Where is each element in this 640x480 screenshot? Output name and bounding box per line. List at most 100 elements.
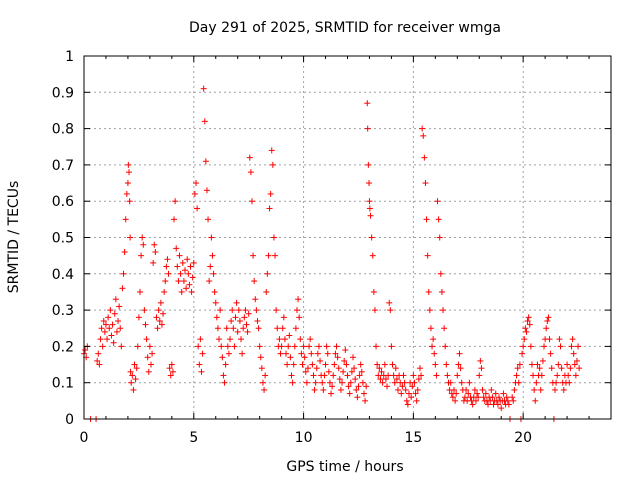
data-point bbox=[231, 343, 238, 350]
data-point bbox=[244, 328, 251, 335]
data-point bbox=[277, 350, 284, 357]
data-point bbox=[158, 321, 165, 328]
data-point bbox=[466, 379, 473, 386]
data-point bbox=[175, 278, 182, 285]
data-point bbox=[442, 343, 449, 350]
data-point bbox=[189, 274, 196, 281]
data-point bbox=[402, 386, 409, 393]
data-point bbox=[241, 314, 248, 321]
data-point bbox=[293, 307, 300, 314]
data-point bbox=[101, 328, 108, 335]
data-point bbox=[340, 368, 347, 375]
data-point bbox=[119, 285, 126, 292]
x-axis-label: GPS time / hours bbox=[286, 459, 403, 475]
data-point bbox=[100, 317, 107, 324]
data-point bbox=[229, 307, 236, 314]
data-point bbox=[197, 336, 204, 343]
data-point bbox=[324, 350, 331, 357]
data-point bbox=[568, 343, 575, 350]
data-point bbox=[150, 259, 157, 266]
data-point bbox=[163, 263, 170, 270]
data-point bbox=[143, 336, 150, 343]
data-point bbox=[554, 372, 561, 379]
data-point bbox=[558, 365, 565, 372]
data-point bbox=[98, 325, 105, 332]
data-point bbox=[566, 379, 573, 386]
data-point bbox=[99, 343, 106, 350]
y-tick-label: 0.6 bbox=[52, 194, 74, 210]
data-point bbox=[149, 350, 156, 357]
data-point bbox=[360, 390, 367, 397]
data-point bbox=[524, 317, 531, 324]
data-point bbox=[377, 376, 384, 383]
data-point bbox=[330, 372, 337, 379]
data-point bbox=[325, 368, 332, 375]
data-point bbox=[168, 361, 175, 368]
data-point bbox=[444, 372, 451, 379]
data-point bbox=[178, 288, 185, 295]
data-point bbox=[291, 343, 298, 350]
data-point bbox=[546, 336, 553, 343]
data-point bbox=[526, 321, 533, 328]
data-point bbox=[166, 365, 173, 372]
data-point bbox=[128, 379, 135, 386]
data-point bbox=[461, 394, 468, 401]
data-point bbox=[500, 390, 507, 397]
data-point bbox=[199, 350, 206, 357]
data-point bbox=[414, 386, 421, 393]
data-point bbox=[469, 401, 476, 408]
tick-labels: 00.10.20.30.40.50.60.70.80.910 5 10 15 20 bbox=[52, 49, 532, 446]
data-point bbox=[224, 343, 231, 350]
data-point bbox=[302, 368, 309, 375]
data-point bbox=[300, 343, 307, 350]
data-point bbox=[141, 307, 148, 314]
data-point bbox=[258, 365, 265, 372]
data-point bbox=[513, 372, 520, 379]
data-point bbox=[434, 198, 441, 205]
data-point bbox=[463, 386, 470, 393]
data-point bbox=[144, 354, 151, 361]
data-point bbox=[334, 354, 341, 361]
data-point bbox=[122, 216, 129, 223]
data-point bbox=[188, 288, 195, 295]
data-point bbox=[403, 397, 410, 404]
data-point bbox=[422, 180, 429, 187]
data-point bbox=[404, 401, 411, 408]
data-point bbox=[385, 372, 392, 379]
data-point bbox=[413, 397, 420, 404]
data-point bbox=[571, 361, 578, 368]
data-point bbox=[196, 361, 203, 368]
data-point bbox=[418, 372, 425, 379]
data-point bbox=[435, 216, 442, 223]
data-point bbox=[534, 361, 541, 368]
data-point bbox=[113, 328, 120, 335]
data-point bbox=[471, 386, 478, 393]
data-point bbox=[533, 379, 540, 386]
data-point bbox=[454, 372, 461, 379]
data-point bbox=[478, 365, 485, 372]
data-point bbox=[301, 354, 308, 361]
chart-title: Day 291 of 2025, SRMTID for receiver wmg… bbox=[189, 20, 501, 36]
data-point bbox=[496, 394, 503, 401]
data-point bbox=[164, 256, 171, 263]
data-point bbox=[127, 234, 134, 241]
data-point bbox=[264, 270, 271, 277]
data-point bbox=[440, 307, 447, 314]
y-tick-label: 0.9 bbox=[52, 85, 74, 101]
data-point bbox=[345, 383, 352, 390]
data-point bbox=[298, 350, 305, 357]
data-point bbox=[482, 390, 489, 397]
data-point bbox=[95, 350, 102, 357]
data-point bbox=[171, 216, 178, 223]
data-point bbox=[378, 368, 385, 375]
data-point bbox=[341, 357, 348, 364]
data-point bbox=[354, 394, 361, 401]
data-point bbox=[111, 310, 118, 317]
data-point bbox=[246, 154, 253, 161]
data-point bbox=[232, 314, 239, 321]
data-point bbox=[510, 397, 517, 404]
data-point bbox=[438, 288, 445, 295]
data-point bbox=[320, 386, 327, 393]
data-point bbox=[272, 252, 279, 259]
data-point bbox=[432, 361, 439, 368]
